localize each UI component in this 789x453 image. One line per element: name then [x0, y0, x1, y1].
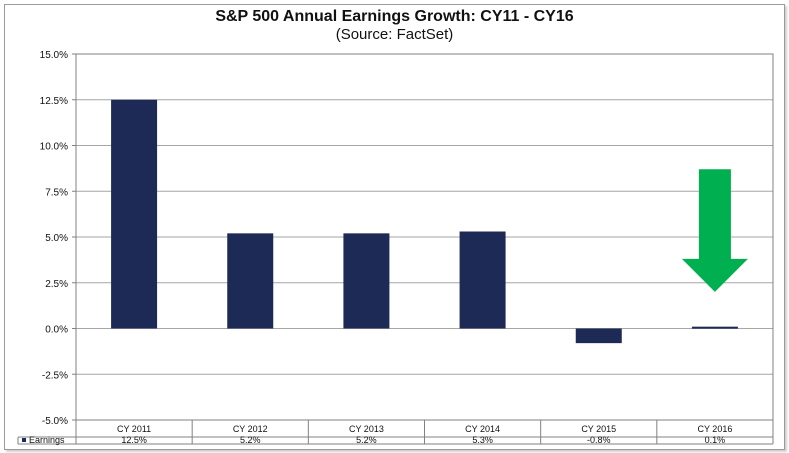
y-tick-label: 2.5% — [45, 279, 68, 290]
chart-subtitle: (Source: FactSet) — [335, 26, 454, 43]
data-label: 5.2% — [356, 435, 377, 445]
x-tick-label: CY 2014 — [465, 424, 500, 434]
bar-cy-2012 — [227, 233, 274, 329]
x-tick-label: CY 2016 — [697, 424, 732, 434]
legend-label: Earnings — [29, 435, 65, 445]
x-tick-label: CY 2015 — [581, 424, 616, 434]
y-tick-label: 7.5% — [45, 187, 68, 198]
data-label: 5.2% — [240, 435, 261, 445]
bar-cy-2013 — [343, 233, 390, 329]
y-tick-label: -5.0% — [42, 416, 68, 427]
y-tick-label: 12.5% — [40, 96, 68, 107]
x-tick-label: CY 2012 — [233, 424, 268, 434]
legend-swatch — [22, 438, 26, 442]
y-tick-label: 0.0% — [45, 325, 68, 336]
data-label: 12.5% — [121, 435, 147, 445]
data-label: -0.8% — [587, 435, 611, 445]
bar-cy-2011 — [111, 99, 158, 329]
chart-title: S&P 500 Annual Earnings Growth: CY11 - C… — [215, 8, 574, 25]
y-tick-label: 5.0% — [45, 233, 68, 244]
gridlines — [75, 53, 774, 421]
bar-cy-2014 — [459, 231, 506, 329]
y-tick-label: -2.5% — [42, 370, 68, 381]
bar-cy-2015 — [575, 328, 622, 344]
down-arrow-icon — [681, 169, 748, 292]
annotations — [681, 169, 748, 292]
bar-cy-2016 — [691, 326, 738, 329]
y-tick-label: 10.0% — [40, 142, 68, 153]
data-label: 5.3% — [472, 435, 493, 445]
x-tick-label: CY 2013 — [349, 424, 384, 434]
y-axis-ticks: -5.0% -2.5% 0.0% 2.5% 5.0% 7.5% 10.0% 12.5% 15.0… — [40, 50, 76, 427]
bars — [111, 99, 738, 344]
y-tick-label: 15.0% — [40, 50, 68, 61]
data-label: 0.1% — [705, 435, 726, 445]
x-tick-label: CY 2011 — [117, 424, 151, 434]
